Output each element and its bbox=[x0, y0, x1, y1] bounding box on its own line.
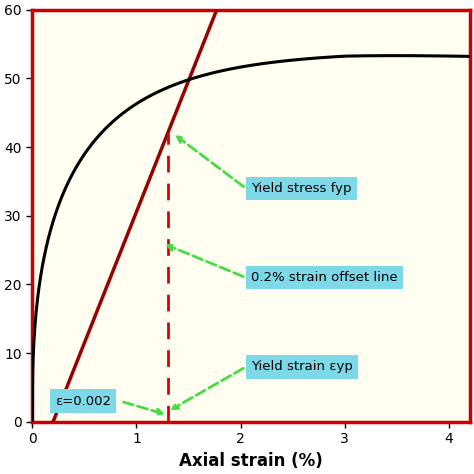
Text: ε=0.002: ε=0.002 bbox=[55, 395, 111, 408]
Text: Yield strain εyp: Yield strain εyp bbox=[251, 360, 353, 374]
X-axis label: Axial strain (%): Axial strain (%) bbox=[179, 452, 323, 470]
Text: 0.2% strain offset line: 0.2% strain offset line bbox=[251, 271, 398, 284]
Text: Yield stress fyp: Yield stress fyp bbox=[251, 182, 352, 195]
